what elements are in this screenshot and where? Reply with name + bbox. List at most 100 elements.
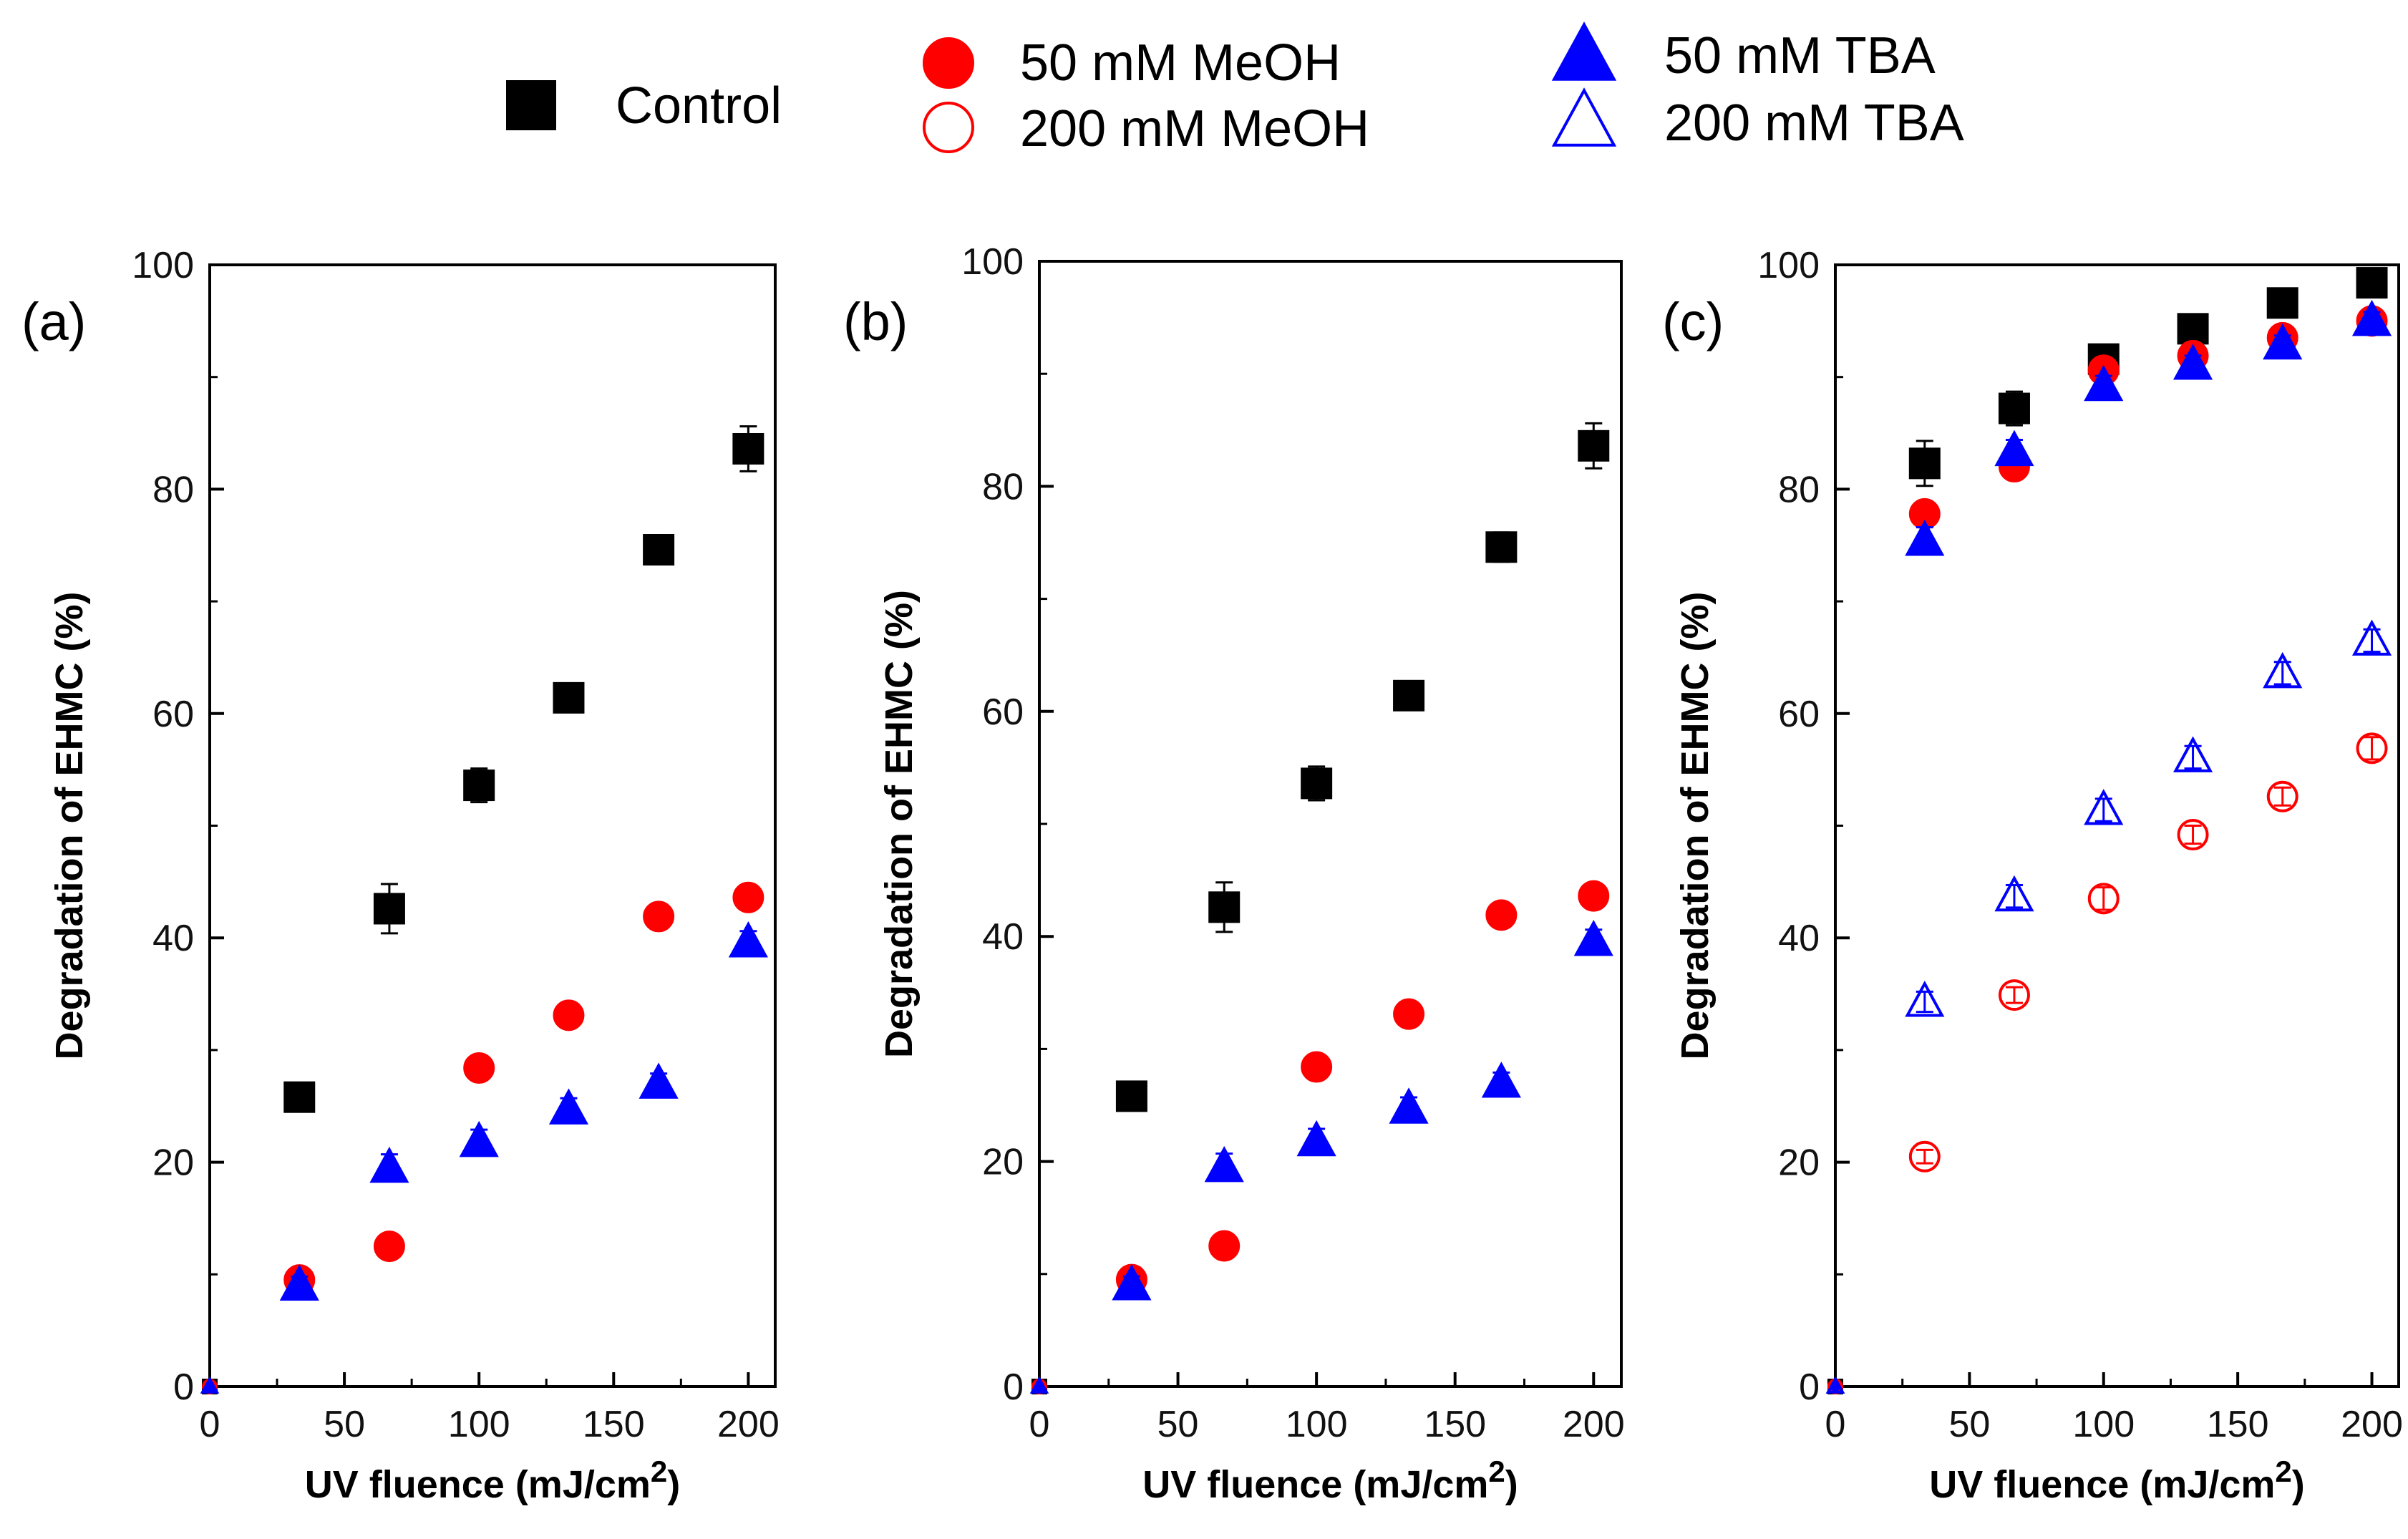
y-tick-label: 80 [1778, 469, 1820, 510]
legend-marker [923, 102, 974, 153]
data-point [1825, 1376, 1845, 1394]
x-axis-label: UV fluence (mJ/cm2) [1142, 1455, 1518, 1506]
legend-item-50-mm-tba: 50 mM TBA [1551, 21, 1936, 84]
data-point [1905, 520, 1945, 556]
data-point [1908, 1140, 1941, 1173]
series-control [1827, 267, 2388, 1394]
data-point [1208, 891, 1241, 923]
x-tick-label: 100 [1286, 1404, 1348, 1445]
x-tick-label: 100 [2072, 1404, 2135, 1445]
data-point [643, 534, 675, 566]
y-tick-label: 0 [173, 1366, 194, 1408]
data-point [200, 1376, 220, 1394]
legend-marker [1551, 21, 1617, 81]
y-tick-label: 20 [982, 1142, 1024, 1183]
x-axis-label: UV fluence (mJ/cm2) [1929, 1455, 2305, 1506]
legend: Control 50 mM MeOH 200 mM MeOH 50 mM TBA 200… [506, 21, 1964, 157]
x-axis-label-close: ) [2292, 1463, 2305, 1506]
data-point [2087, 883, 2120, 915]
x-axis-label-text: UV fluence (mJ/cm [1142, 1463, 1488, 1506]
panel-c: 0 20 40 60 80 100 0 50 100 150 200 UV fluence (mJ/c… [1662, 245, 2403, 1506]
plot-frame [208, 263, 777, 1388]
legend-item-50-mm-meoh: 50 mM MeOH [923, 34, 1341, 92]
y-tick-label: 40 [152, 918, 194, 959]
series-control [1031, 422, 1610, 1394]
data-point [373, 1230, 405, 1263]
series-50-mm-tba [200, 921, 768, 1394]
y-tick-label: 20 [1778, 1142, 1820, 1184]
data-point [1296, 1120, 1336, 1157]
series-200-mm-meoh [1827, 732, 2388, 1394]
data-point [1301, 1051, 1333, 1083]
y-tick-label: 60 [982, 691, 1024, 733]
data-point [1485, 531, 1518, 563]
x-tick-label: 50 [1157, 1404, 1199, 1445]
data-point [2263, 323, 2303, 360]
x-tick-label: 150 [2207, 1404, 2269, 1445]
data-point [2177, 313, 2209, 345]
data-point [2351, 619, 2392, 656]
data-point [1578, 429, 1610, 462]
x-axis-label-sup: 2 [1488, 1455, 1505, 1488]
x-axis-label: UV fluence (mJ/cm2) [305, 1455, 681, 1506]
x-tick-label: 0 [1825, 1404, 1846, 1445]
plot-frame [1834, 263, 2400, 1388]
data-point [1908, 447, 1941, 480]
legend-marker [506, 80, 556, 130]
legend-label: 200 mM MeOH [1020, 100, 1369, 157]
data-point [553, 681, 585, 714]
panel-label: (b) [843, 292, 908, 351]
data-point [2084, 364, 2124, 402]
x-tick-label: 150 [583, 1404, 645, 1445]
plot-frame [1038, 260, 1623, 1388]
x-tick-label: 50 [1948, 1404, 1990, 1445]
panel-label: (a) [21, 292, 86, 351]
x-axis-label-close: ) [1505, 1463, 1518, 1506]
data-point [2266, 780, 2298, 812]
y-tick-label: 100 [132, 245, 194, 286]
data-point [1204, 1145, 1244, 1183]
data-point [1208, 1230, 1241, 1262]
data-point [1481, 1062, 1521, 1098]
data-point [2266, 287, 2298, 319]
data-point [2084, 789, 2124, 825]
x-tick-label: 150 [1424, 1404, 1486, 1445]
data-point [369, 1146, 409, 1183]
y-axis-label: Degradation of EHMC (%) [48, 592, 91, 1060]
x-axis-label-sup: 2 [2275, 1455, 2291, 1488]
legend-label: Control [616, 77, 782, 135]
data-point [548, 1088, 589, 1125]
data-point [1393, 679, 1425, 712]
data-point [728, 921, 768, 958]
legend-marker [923, 37, 974, 89]
data-point [1998, 392, 2030, 424]
data-point [459, 1120, 499, 1157]
legend-marker [1551, 87, 1617, 147]
panel-a: 0 20 40 60 80 100 0 50 100 150 200 UV fluence (mJ/c… [21, 245, 780, 1506]
y-tick-label: 100 [961, 241, 1024, 283]
data-point [1115, 1080, 1147, 1112]
legend-label: 50 mM TBA [1664, 27, 1936, 84]
data-point [553, 999, 585, 1031]
data-point [1994, 875, 2034, 912]
x-tick-label: 0 [1029, 1404, 1050, 1445]
x-tick-label: 50 [324, 1404, 365, 1445]
series-50-mm-meoh [202, 881, 764, 1394]
y-tick-label: 0 [1003, 1366, 1024, 1408]
legend-item-200-mm-tba: 200 mM TBA [1551, 87, 1964, 152]
data-point [283, 1081, 316, 1113]
legend-label: 200 mM TBA [1664, 94, 1964, 152]
legend-label: 50 mM MeOH [1020, 34, 1341, 92]
y-tick-label: 20 [152, 1142, 194, 1184]
x-tick-label: 100 [448, 1404, 510, 1445]
x-tick-label: 200 [2341, 1404, 2403, 1445]
x-tick-label: 200 [1563, 1404, 1625, 1445]
x-axis-label-text: UV fluence (mJ/cm [305, 1463, 651, 1506]
data-point [1393, 998, 1425, 1030]
data-point [2172, 736, 2213, 772]
y-tick-label: 60 [152, 694, 194, 735]
series-50-mm-tba [1825, 299, 2392, 1394]
data-point [463, 770, 495, 802]
x-axis-label-sup: 2 [651, 1455, 667, 1488]
